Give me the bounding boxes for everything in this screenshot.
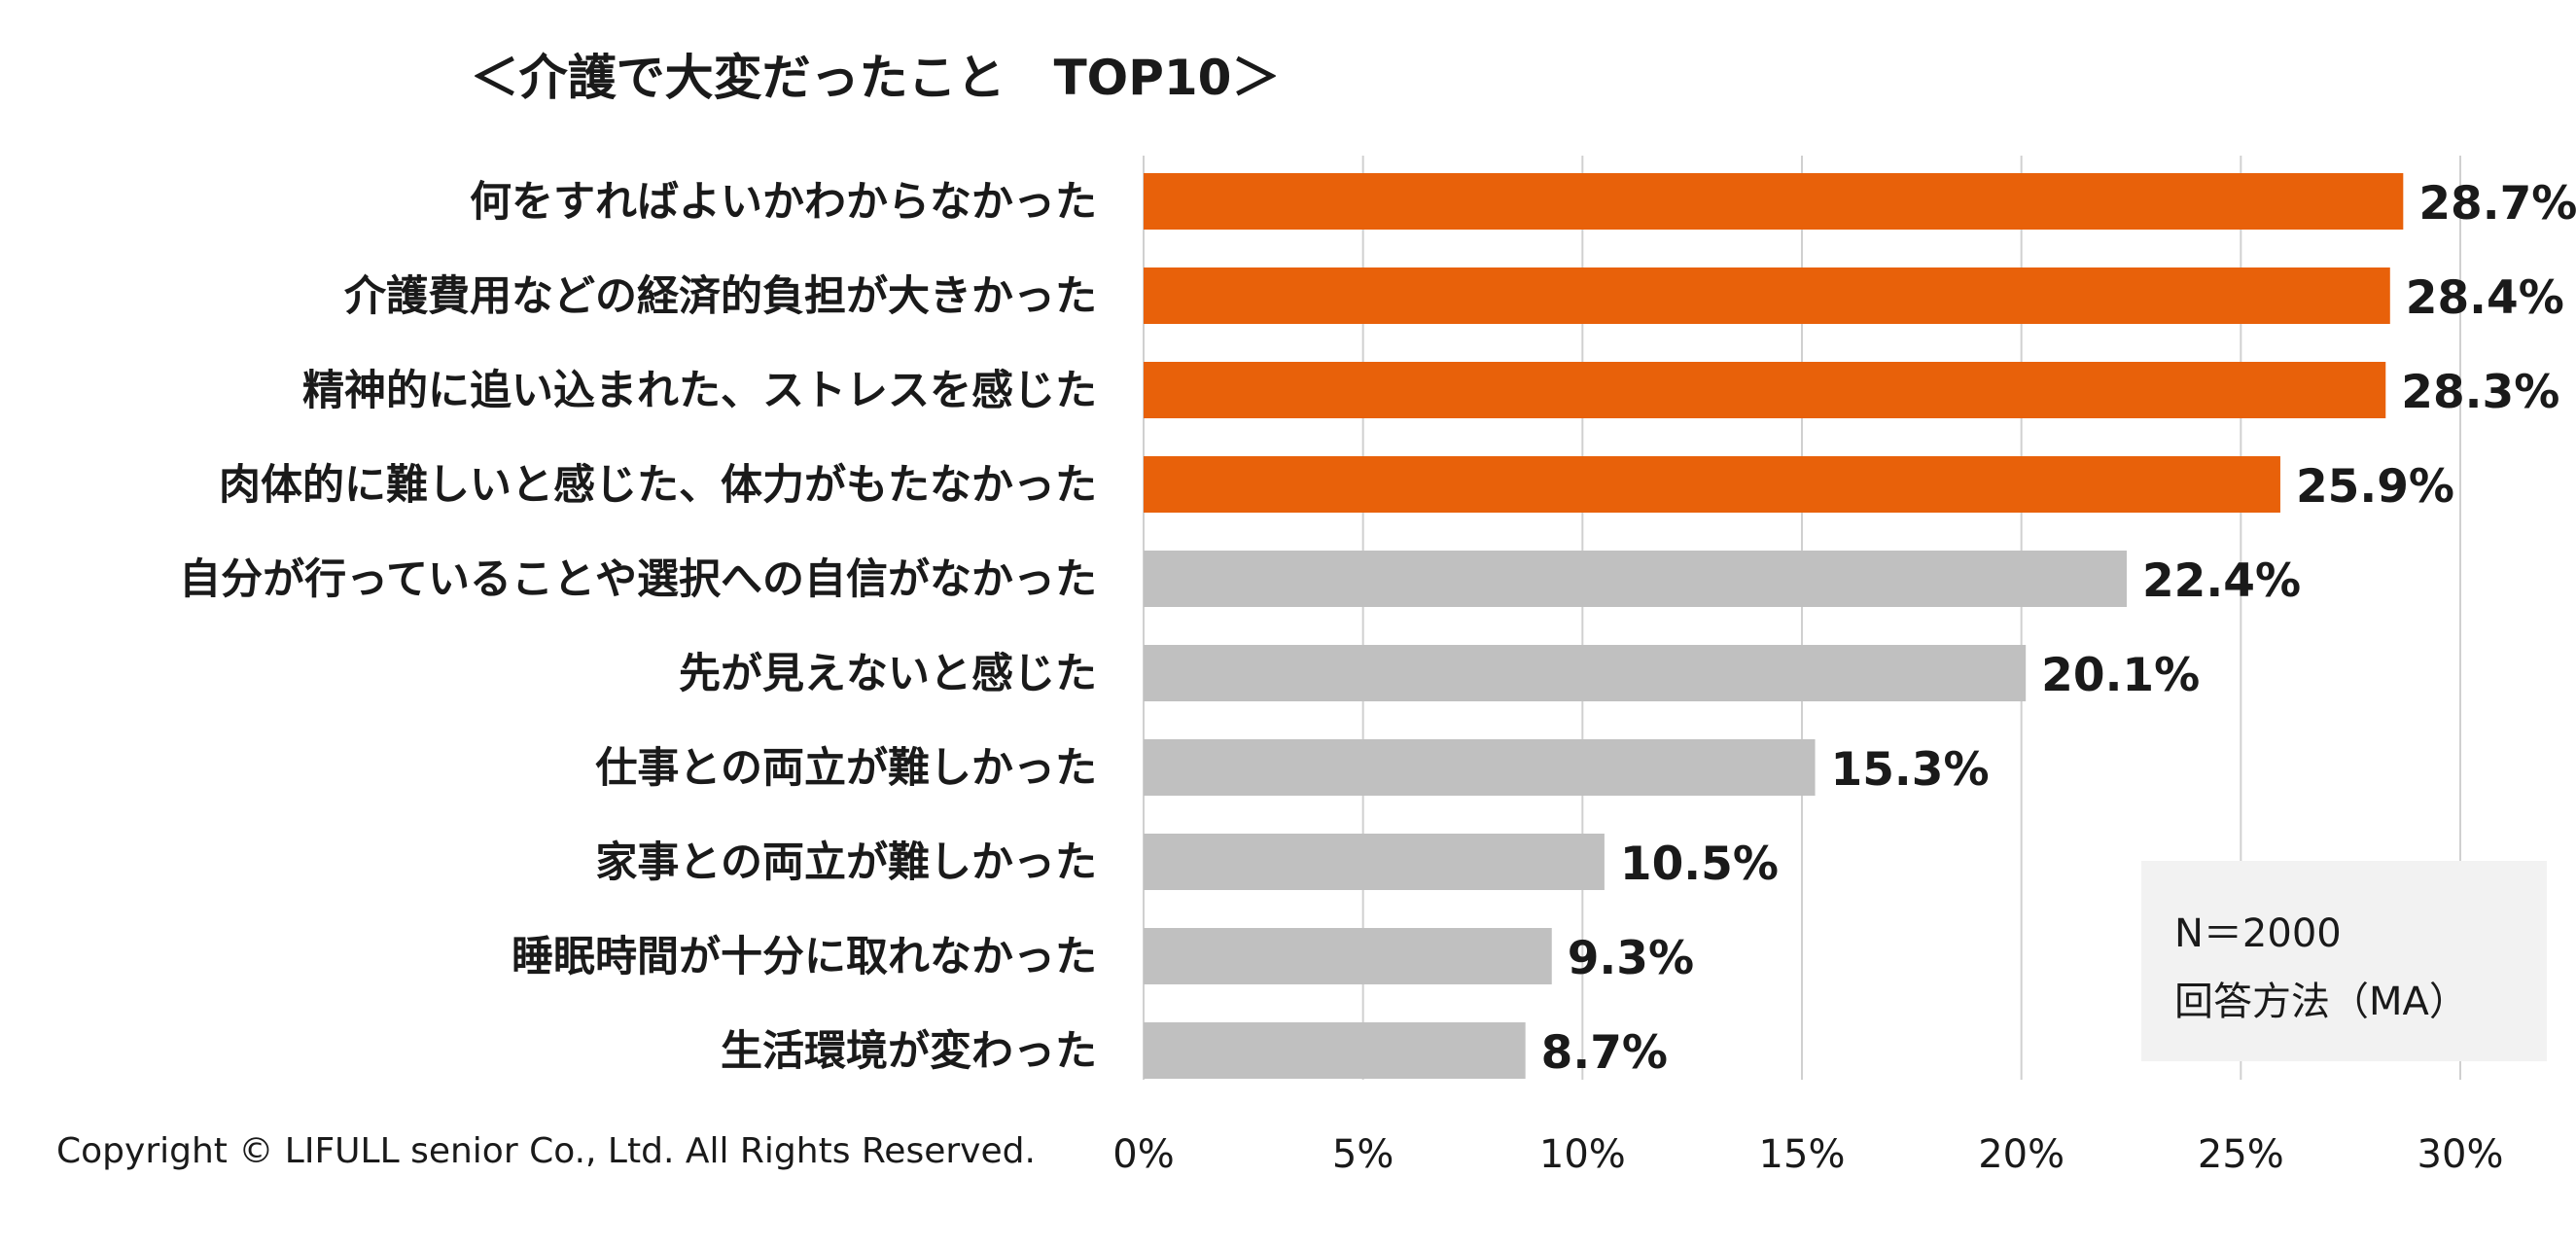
category-label: 自分が行っていることや選択への自信がなかった — [179, 555, 1097, 604]
bar — [1144, 362, 2386, 418]
bar — [1144, 834, 1605, 890]
category-label: 仕事との両立が難しかった — [595, 744, 1097, 793]
chart-title: ＜介護で大変だったこと TOP10＞ — [470, 50, 1281, 106]
bar — [1144, 551, 2127, 607]
bar — [1144, 267, 2390, 324]
category-labels: 何をすればよいかわからなかった介護費用などの経済的負担が大きかった精神的に追い込… — [179, 178, 1097, 1076]
copyright: Copyright © LIFULL senior Co., Ltd. All … — [56, 1131, 1036, 1171]
x-tick-label: 10% — [1539, 1132, 1626, 1177]
data-label: 8.7% — [1541, 1026, 1668, 1080]
bar — [1144, 1022, 1526, 1079]
category-label: 睡眠時間が十分に取れなかった — [512, 933, 1097, 981]
bar — [1144, 928, 1552, 984]
bars — [1144, 173, 2404, 1079]
category-label: 肉体的に難しいと感じた、体力がもたなかった — [219, 461, 1097, 510]
x-tick-label: 5% — [1332, 1132, 1394, 1177]
x-tick-label: 20% — [1978, 1132, 2064, 1177]
x-tick-label: 25% — [2198, 1132, 2284, 1177]
data-label: 9.3% — [1568, 932, 1694, 985]
data-label: 25.9% — [2296, 460, 2454, 514]
data-label: 28.7% — [2418, 177, 2576, 231]
note-box: N＝2000 回答方法（MA） — [2141, 861, 2547, 1061]
x-tick-label: 15% — [1759, 1132, 1846, 1177]
bar — [1144, 456, 2280, 513]
data-label: 10.5% — [1620, 838, 1779, 891]
x-tick-label: 30% — [2417, 1132, 2504, 1177]
data-label: 22.4% — [2142, 554, 2301, 608]
bar — [1144, 173, 2404, 230]
category-label: 家事との両立が難しかった — [595, 838, 1097, 887]
sample-size: N＝2000 — [2174, 911, 2342, 956]
category-label: 先が見えないと感じた — [679, 650, 1097, 698]
category-label: 生活環境が変わった — [721, 1027, 1097, 1076]
data-label: 15.3% — [1831, 743, 1990, 797]
data-label: 28.4% — [2406, 271, 2564, 325]
data-label: 20.1% — [2041, 649, 2200, 702]
category-label: 何をすればよいかわからなかった — [470, 178, 1097, 227]
bar — [1144, 739, 1816, 796]
category-label: 精神的に追い込まれた、ストレスを感じた — [302, 367, 1097, 415]
category-label: 介護費用などの経済的負担が大きかった — [344, 272, 1097, 321]
x-axis-ticks: 0% 5% 10% 15% 20% 25% 30% — [1112, 1132, 2503, 1177]
data-label: 28.3% — [2401, 366, 2559, 419]
answer-method: 回答方法（MA） — [2174, 980, 2468, 1024]
bar — [1144, 645, 2027, 701]
x-tick-label: 0% — [1112, 1132, 1174, 1177]
value-labels: 28.7% 28.4% 28.3% 25.9% 22.4% 20.1% 15.3% 10.5%… — [1541, 177, 2576, 1080]
